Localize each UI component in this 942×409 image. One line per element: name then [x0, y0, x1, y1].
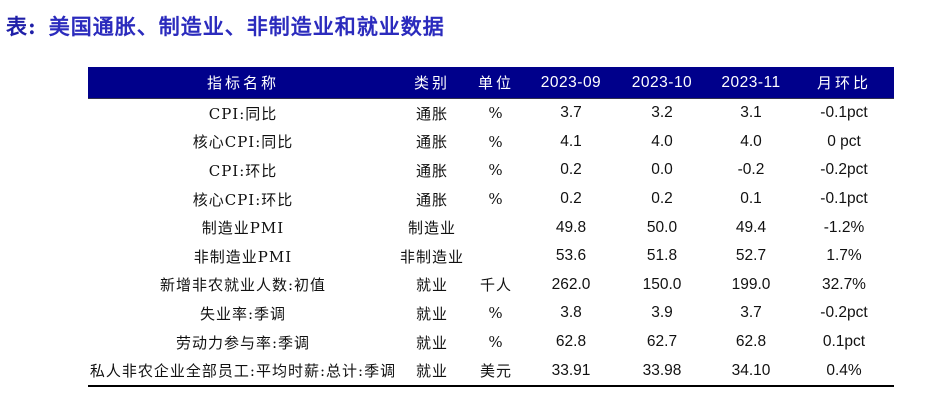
cell-mom: -1.2%	[823, 218, 865, 236]
cell-2023-10: 150.0	[642, 275, 682, 293]
column-header-category: 类别	[398, 67, 466, 99]
cell-2023-09: 262.0	[551, 275, 591, 293]
table-title-text: 美国通胀、制造业、非制造业和就业数据	[48, 14, 445, 39]
cell-category: 通胀	[415, 133, 448, 152]
cell-category: 就业	[415, 304, 448, 323]
cell-2023-11: 0.1	[740, 190, 762, 208]
cell-2023-10: 3.2	[651, 104, 673, 122]
cell-category: 就业	[415, 362, 448, 381]
cell-indicator: CPI:环比	[208, 161, 278, 180]
cell-2023-10: 0.0	[651, 161, 673, 179]
cell-indicator: 私人非农企业全部员工:平均时薪:总计:季调	[89, 362, 397, 381]
column-header-indicator: 指标名称	[88, 67, 398, 99]
cell-unit	[466, 242, 526, 271]
cell-category: 通胀	[415, 190, 448, 209]
table-row: 失业率:季调 就业% 3.8 3.9 3.7 -0.2pct	[88, 299, 894, 328]
data-table-container: 指标名称 类别 单位 2023-09 2023-10 2023-11 月环比 C…	[88, 67, 894, 387]
column-header-2023-10: 2023-10	[616, 67, 708, 99]
cell-2023-10: 51.8	[646, 247, 678, 265]
cell-unit: 千人	[479, 276, 512, 295]
table-row: 劳动力参与率:季调 就业% 62.8 62.7 62.8 0.1pct	[88, 328, 894, 357]
cell-mom: -0.2pct	[820, 161, 868, 179]
data-table: 指标名称 类别 单位 2023-09 2023-10 2023-11 月环比 C…	[88, 67, 894, 387]
cell-unit: 美元	[479, 362, 512, 381]
table-row: CPI:环比 通胀% 0.2 0.0 -0.2 -0.2pct	[88, 156, 894, 185]
table-title-prefix: 表:	[6, 14, 37, 39]
table-row: 非制造业PMI 非制造业 53.6 51.8 52.7 1.7%	[88, 242, 894, 271]
page-title: 表: 美国通胀、制造业、非制造业和就业数据	[0, 0, 942, 40]
cell-category: 通胀	[415, 104, 448, 123]
cell-2023-11: 34.10	[731, 361, 771, 379]
cell-2023-11: 4.0	[740, 132, 762, 150]
cell-category: 通胀	[415, 161, 448, 180]
table-header: 指标名称 类别 单位 2023-09 2023-10 2023-11 月环比	[88, 67, 894, 99]
table-row: CPI:同比 通胀% 3.7 3.2 3.1 -0.1pct	[88, 99, 894, 128]
column-header-2023-09: 2023-09	[526, 67, 616, 99]
cell-2023-09: 3.8	[560, 304, 582, 322]
table-row: 核心CPI:同比 通胀% 4.1 4.0 4.0 0 pct	[88, 128, 894, 157]
cell-unit: %	[488, 333, 504, 352]
table-row: 核心CPI:环比 通胀% 0.2 0.2 0.1 -0.1pct	[88, 185, 894, 214]
cell-unit: %	[488, 104, 504, 123]
column-header-2023-11: 2023-11	[708, 67, 794, 99]
cell-indicator: CPI:同比	[208, 104, 278, 123]
cell-2023-09: 0.2	[560, 161, 582, 179]
cell-mom: 1.7%	[826, 247, 862, 265]
cell-indicator: 失业率:季调	[199, 304, 287, 323]
cell-2023-11: 49.4	[735, 218, 767, 236]
cell-2023-09: 0.2	[560, 190, 582, 208]
cell-mom: -0.1pct	[820, 190, 868, 208]
cell-2023-11: 3.1	[740, 104, 762, 122]
cell-unit: %	[488, 161, 504, 180]
cell-mom: 32.7%	[822, 275, 866, 293]
cell-unit: %	[488, 304, 504, 323]
cell-2023-09: 4.1	[560, 132, 582, 150]
cell-2023-10: 50.0	[646, 218, 678, 236]
cell-2023-10: 3.9	[651, 304, 673, 322]
table-body: CPI:同比 通胀% 3.7 3.2 3.1 -0.1pct 核心CPI:同比 通胀% 4.1 4…	[88, 99, 894, 386]
cell-indicator: 制造业PMI	[201, 219, 285, 238]
table-row: 私人非农企业全部员工:平均时薪:总计:季调 就业 美元 33.91 33.98 34.10…	[88, 356, 894, 386]
cell-2023-10: 62.7	[646, 333, 678, 351]
cell-mom: 0.4%	[826, 361, 862, 379]
cell-2023-10: 0.2	[651, 190, 673, 208]
cell-2023-09: 62.8	[555, 333, 587, 351]
cell-2023-11: 3.7	[740, 304, 762, 322]
cell-2023-11: 62.8	[735, 333, 767, 351]
table-row: 制造业PMI 制造业 49.8 50.0 49.4 -1.2%	[88, 213, 894, 242]
cell-mom: -0.1pct	[820, 104, 868, 122]
cell-mom: -0.2pct	[820, 304, 868, 322]
cell-category: 非制造业	[399, 247, 464, 266]
cell-2023-11: 52.7	[735, 247, 767, 265]
cell-2023-09: 3.7	[560, 104, 582, 122]
cell-2023-10: 33.98	[642, 361, 682, 379]
cell-2023-09: 33.91	[551, 361, 591, 379]
cell-2023-11: 199.0	[731, 275, 771, 293]
cell-category: 就业	[415, 333, 448, 352]
cell-indicator: 新增非农就业人数:初值	[159, 276, 327, 295]
column-header-mom: 月环比	[794, 67, 894, 99]
cell-mom: 0.1pct	[822, 333, 866, 351]
cell-indicator: 非制造业PMI	[193, 247, 293, 266]
cell-indicator: 核心CPI:同比	[192, 133, 294, 152]
cell-indicator: 劳动力参与率:季调	[175, 333, 311, 352]
cell-2023-11: -0.2	[737, 161, 765, 179]
table-row: 新增非农就业人数:初值 就业 千人 262.0 150.0 199.0 32.7%	[88, 271, 894, 300]
cell-unit: %	[488, 190, 504, 209]
cell-indicator: 核心CPI:环比	[192, 190, 294, 209]
cell-unit: %	[488, 132, 504, 151]
cell-2023-09: 49.8	[555, 218, 587, 236]
cell-category: 就业	[415, 276, 448, 295]
cell-mom: 0 pct	[827, 132, 861, 150]
table-header-row: 指标名称 类别 单位 2023-09 2023-10 2023-11 月环比	[88, 67, 894, 99]
cell-2023-09: 53.6	[555, 247, 587, 265]
column-header-unit: 单位	[466, 67, 526, 99]
cell-2023-10: 4.0	[651, 132, 673, 150]
cell-category: 制造业	[407, 219, 456, 238]
cell-unit	[466, 213, 526, 242]
